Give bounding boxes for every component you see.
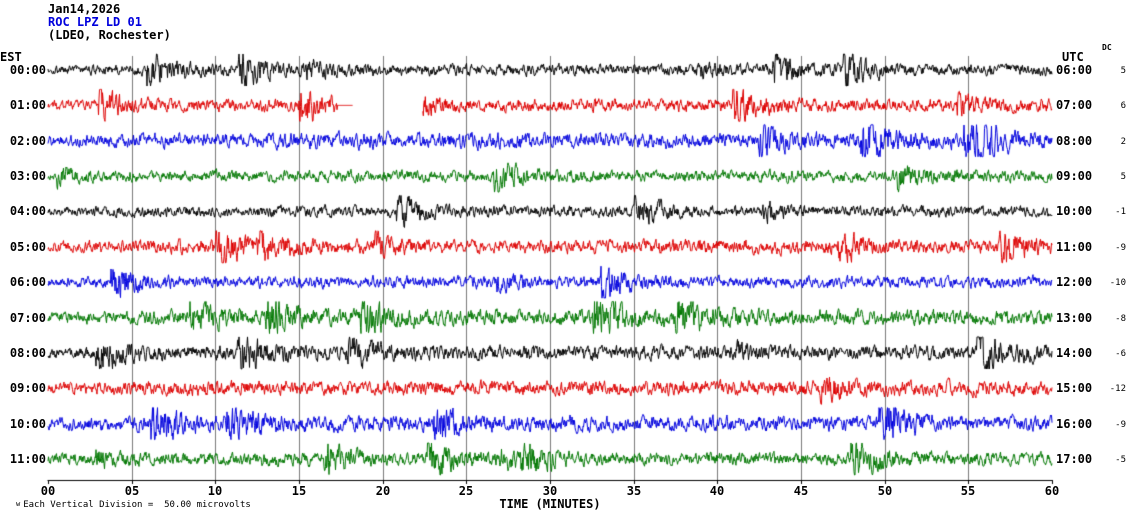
utc-label-12:00: 12:00 — [1056, 275, 1093, 289]
left-axis-title: EST — [0, 50, 22, 64]
x-tick-10: 10 — [207, 484, 223, 498]
utc-label-07:00: 07:00 — [1056, 98, 1093, 112]
x-tick-00: 00 — [40, 484, 56, 498]
est-label-07:00: 07:00 — [9, 311, 46, 325]
utc-label-13:00: 13:00 — [1056, 311, 1093, 325]
dc-value-row-6: -10 — [1109, 278, 1126, 288]
header: Jan14,2026 ROC LPZ LD 01 (LDEO, Rocheste… — [48, 3, 171, 42]
est-label-01:00: 01:00 — [9, 98, 46, 112]
utc-label-17:00: 17:00 — [1056, 452, 1093, 466]
est-label-05:00: 05:00 — [9, 240, 46, 254]
dc-value-row-2: 2 — [1120, 137, 1126, 147]
utc-label-16:00: 16:00 — [1056, 417, 1093, 431]
est-label-08:00: 08:00 — [9, 346, 46, 360]
scale-note: w Each Vertical Division = 50.00 microvol… — [16, 500, 251, 510]
x-tick-35: 35 — [626, 484, 642, 498]
x-tick-55: 55 — [960, 484, 976, 498]
est-label-11:00: 11:00 — [9, 452, 46, 466]
est-label-04:00: 04:00 — [9, 204, 46, 218]
x-tick-20: 20 — [375, 484, 391, 498]
x-tick-50: 50 — [877, 484, 893, 498]
utc-label-15:00: 15:00 — [1056, 381, 1093, 395]
dc-value-row-7: -8 — [1115, 314, 1126, 324]
dc-value-row-11: -5 — [1115, 455, 1126, 465]
utc-label-10:00: 10:00 — [1056, 204, 1093, 218]
est-label-09:00: 09:00 — [9, 381, 46, 395]
est-label-10:00: 10:00 — [9, 417, 46, 431]
dc-value-row-0: 5 — [1120, 66, 1126, 76]
scale-marker: w — [16, 500, 21, 508]
est-label-00:00: 00:00 — [9, 63, 46, 77]
x-tick-60: 60 — [1044, 484, 1060, 498]
utc-label-06:00: 06:00 — [1056, 63, 1093, 77]
x-tick-15: 15 — [291, 484, 307, 498]
utc-label-08:00: 08:00 — [1056, 134, 1093, 148]
utc-label-14:00: 14:00 — [1056, 346, 1093, 360]
utc-label-11:00: 11:00 — [1056, 240, 1093, 254]
x-axis-label: TIME (MINUTES) — [499, 497, 601, 511]
dc-column-title: DC — [1102, 43, 1112, 52]
x-tick-40: 40 — [709, 484, 725, 498]
header-location: (LDEO, Rochester) — [48, 28, 171, 42]
x-tick-25: 25 — [458, 484, 474, 498]
utc-label-09:00: 09:00 — [1056, 169, 1093, 183]
dc-value-row-10: -9 — [1115, 420, 1126, 430]
header-date: Jan14,2026 — [48, 2, 121, 16]
right-axis-title: UTC — [1062, 50, 1084, 64]
header-station: ROC LPZ LD 01 — [48, 15, 142, 29]
dc-value-row-4: -1 — [1115, 207, 1126, 217]
dc-value-row-8: -6 — [1115, 349, 1126, 359]
dc-value-row-3: 5 — [1120, 172, 1126, 182]
est-label-03:00: 03:00 — [9, 169, 46, 183]
dc-value-row-5: -9 — [1115, 243, 1126, 253]
x-tick-30: 30 — [542, 484, 558, 498]
dc-value-row-1: 6 — [1120, 101, 1126, 111]
est-label-02:00: 02:00 — [9, 134, 46, 148]
scale-text: Each Vertical Division = 50.00 microvolt… — [23, 500, 251, 510]
x-tick-05: 05 — [124, 484, 140, 498]
est-label-06:00: 06:00 — [9, 275, 46, 289]
dc-value-row-9: -12 — [1109, 384, 1126, 394]
x-tick-45: 45 — [793, 484, 809, 498]
